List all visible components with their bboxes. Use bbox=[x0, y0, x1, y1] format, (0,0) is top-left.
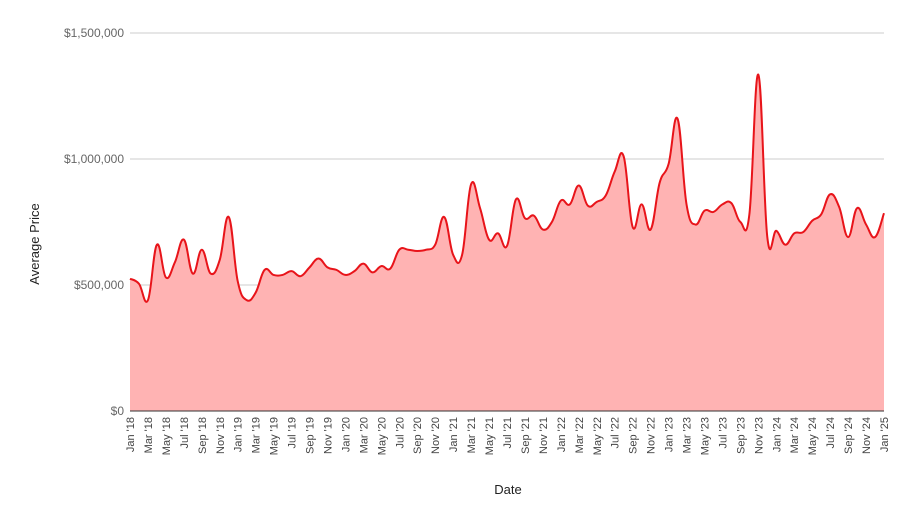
x-tick-label: Mar '24 bbox=[789, 417, 801, 453]
x-tick-label: Jan '23 bbox=[664, 417, 676, 452]
x-tick-label: Mar '18 bbox=[143, 417, 155, 453]
x-tick-label: Jan '19 bbox=[233, 417, 245, 452]
x-axis-title: Date bbox=[494, 482, 521, 497]
y-tick-label: $1,000,000 bbox=[64, 152, 124, 166]
y-tick-label: $1,500,000 bbox=[64, 26, 124, 40]
x-tick-label: Sep '20 bbox=[412, 417, 424, 454]
x-tick-label: Mar '22 bbox=[574, 417, 586, 453]
y-axis-ticks: $0 $500,000 $1,000,000 $1,500,000 bbox=[64, 26, 124, 418]
price-area bbox=[129, 73, 885, 412]
x-tick-label: Sep '19 bbox=[305, 417, 317, 454]
x-tick-label: Nov '23 bbox=[753, 417, 765, 454]
x-tick-label: Nov '19 bbox=[323, 417, 335, 454]
x-tick-label: Sep '24 bbox=[843, 417, 855, 454]
x-tick-label: May '23 bbox=[700, 417, 712, 455]
x-tick-label: Mar '21 bbox=[466, 417, 478, 453]
x-tick-label: Jan '21 bbox=[448, 417, 460, 452]
x-tick-label: May '24 bbox=[807, 417, 819, 455]
x-tick-label: Nov '24 bbox=[861, 417, 873, 454]
x-tick-label: May '20 bbox=[376, 417, 388, 455]
x-tick-label: Jul '20 bbox=[394, 417, 406, 448]
x-tick-label: Sep '21 bbox=[520, 417, 532, 454]
x-tick-label: Sep '22 bbox=[628, 417, 640, 454]
x-tick-label: May '22 bbox=[592, 417, 604, 455]
x-tick-label: Jan '18 bbox=[125, 417, 137, 452]
x-tick-label: Sep '23 bbox=[735, 417, 747, 454]
y-axis-title: Average Price bbox=[27, 203, 42, 284]
x-tick-label: Jul '22 bbox=[610, 417, 622, 448]
x-tick-label: Nov '21 bbox=[538, 417, 550, 454]
x-tick-label: Sep '18 bbox=[197, 417, 209, 454]
x-tick-label: Nov '20 bbox=[430, 417, 442, 454]
x-tick-label: Mar '20 bbox=[358, 417, 370, 453]
x-axis-ticks: Jan '18 Mar '18 May '18 Jul '18 Sep '18 Nov '… bbox=[125, 417, 891, 455]
x-tick-label: Nov '22 bbox=[646, 417, 658, 454]
x-tick-label: Jan '24 bbox=[771, 417, 783, 452]
x-tick-label: Jul '24 bbox=[825, 417, 837, 448]
y-tick-label: $500,000 bbox=[74, 278, 124, 292]
x-tick-label: May '18 bbox=[161, 417, 173, 455]
price-area-fill bbox=[130, 74, 884, 412]
x-tick-label: Mar '19 bbox=[251, 417, 263, 453]
price-line bbox=[129, 73, 885, 303]
y-tick-label: $0 bbox=[111, 404, 125, 418]
x-tick-label: Jul '21 bbox=[502, 417, 514, 448]
x-tick-label: May '21 bbox=[484, 417, 496, 455]
x-tick-label: Jul '19 bbox=[287, 417, 299, 448]
x-tick-label: Jan '20 bbox=[340, 417, 352, 452]
x-tick-label: Nov '18 bbox=[215, 417, 227, 454]
x-tick-label: Mar '23 bbox=[682, 417, 694, 453]
x-tick-label: Jan '22 bbox=[556, 417, 568, 452]
x-tick-label: May '19 bbox=[269, 417, 281, 455]
x-tick-label: Jul '18 bbox=[179, 417, 191, 448]
x-tick-label: Jul '23 bbox=[717, 417, 729, 448]
x-tick-label: Jan '25 bbox=[879, 417, 891, 452]
